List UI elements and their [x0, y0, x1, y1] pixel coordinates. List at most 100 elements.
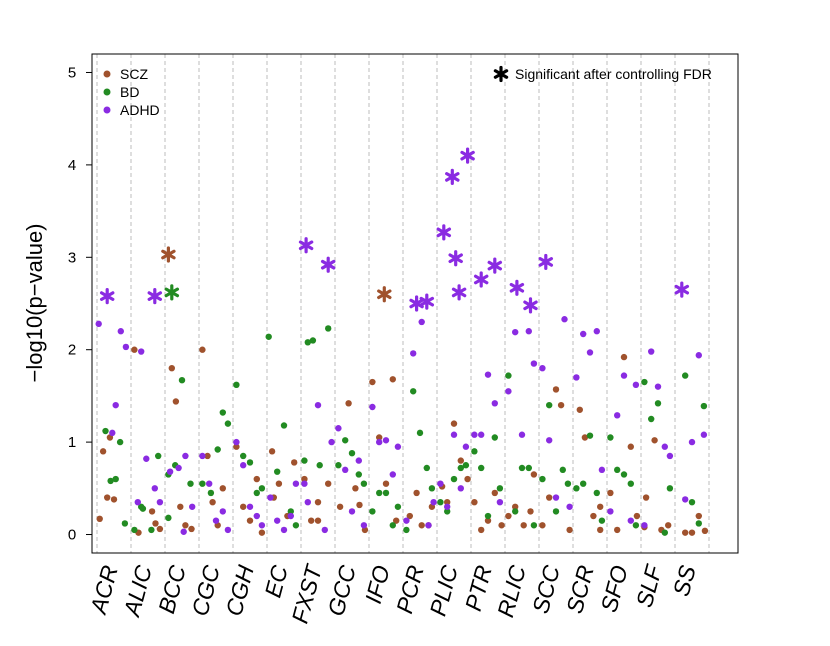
data-point	[491, 400, 498, 407]
data-point	[607, 489, 614, 497]
data-point	[342, 437, 349, 444]
data-point	[376, 438, 383, 446]
data-point	[607, 434, 614, 441]
data-point	[292, 522, 300, 529]
data-point	[274, 468, 281, 475]
data-point	[406, 512, 413, 520]
data-point	[180, 528, 187, 535]
data-point	[304, 498, 311, 506]
data-point	[695, 512, 702, 520]
data-point	[593, 328, 600, 335]
data-point	[275, 480, 283, 487]
data-point	[131, 346, 138, 353]
data-point	[518, 464, 526, 472]
data-point	[280, 526, 288, 534]
y-tick-label: 0	[68, 527, 76, 544]
data-point	[498, 522, 505, 529]
data-point	[539, 475, 546, 483]
data-point	[182, 522, 189, 529]
data-point	[389, 522, 396, 529]
data-point	[457, 457, 464, 464]
data-point	[648, 415, 655, 423]
significant-star-point	[99, 288, 115, 305]
series-scz	[96, 246, 709, 536]
data-point	[527, 508, 534, 515]
data-point	[512, 503, 519, 510]
data-point	[688, 529, 696, 536]
data-point	[224, 420, 232, 427]
data-point	[450, 420, 458, 427]
data-point	[627, 443, 634, 450]
data-point	[462, 462, 470, 469]
data-point	[410, 388, 417, 395]
data-point	[206, 480, 213, 487]
x-category-label: EC	[259, 562, 292, 600]
data-point	[525, 464, 532, 472]
data-point	[564, 480, 572, 487]
data-point	[593, 489, 600, 497]
data-point	[177, 503, 184, 510]
data-point	[444, 498, 451, 506]
plot-frame	[91, 53, 739, 554]
data-point	[376, 489, 383, 497]
data-point	[607, 508, 614, 515]
data-point	[518, 431, 526, 438]
legend: SCZ BD ADHD	[103, 66, 160, 118]
data-point	[138, 503, 145, 510]
data-point	[199, 452, 206, 460]
data-point	[342, 466, 349, 474]
significant-star-point	[460, 147, 475, 164]
data-point	[444, 503, 451, 510]
x-category-label: FXST	[287, 561, 328, 626]
data-point	[666, 452, 674, 460]
data-point	[156, 525, 164, 533]
data-point	[530, 471, 538, 478]
data-point	[360, 522, 368, 529]
data-point	[121, 520, 129, 527]
data-point	[598, 517, 606, 524]
x-category-label: SCC	[527, 562, 565, 616]
data-point	[641, 522, 648, 529]
data-point	[695, 352, 702, 359]
data-point	[457, 464, 464, 472]
data-point	[561, 316, 568, 323]
data-point	[102, 427, 109, 435]
y-axis-title: −log10(p−value)	[22, 223, 47, 382]
data-point	[505, 512, 512, 520]
data-point	[345, 400, 352, 407]
data-point	[666, 485, 674, 492]
significant-star-point	[161, 246, 176, 263]
data-point	[112, 475, 119, 483]
data-point	[355, 457, 362, 464]
data-point	[325, 325, 332, 332]
data-point	[586, 432, 594, 439]
data-point	[207, 489, 215, 497]
data-point	[478, 431, 485, 438]
data-point	[413, 489, 420, 497]
data-point	[552, 386, 560, 393]
data-point	[428, 485, 436, 492]
x-category-label: PCR	[391, 563, 429, 617]
data-point	[484, 517, 492, 524]
data-point	[464, 475, 471, 483]
data-point	[423, 464, 430, 472]
data-point	[581, 434, 589, 441]
data-point	[199, 346, 206, 353]
data-point	[348, 450, 356, 457]
data-point	[258, 529, 266, 536]
data-point	[209, 498, 216, 506]
data-point	[314, 498, 322, 506]
data-point	[166, 468, 174, 475]
x-category-label: RLIC	[492, 562, 531, 620]
data-point	[274, 517, 281, 524]
data-point	[484, 512, 492, 520]
significant-star-point	[451, 284, 467, 301]
data-point	[316, 462, 323, 469]
x-category-label: PLIC	[424, 562, 462, 618]
x-category-label: CGH	[220, 562, 258, 618]
data-point	[586, 349, 594, 356]
data-point	[410, 350, 417, 357]
data-point	[394, 443, 402, 450]
data-point	[219, 485, 226, 492]
data-point	[505, 388, 512, 395]
